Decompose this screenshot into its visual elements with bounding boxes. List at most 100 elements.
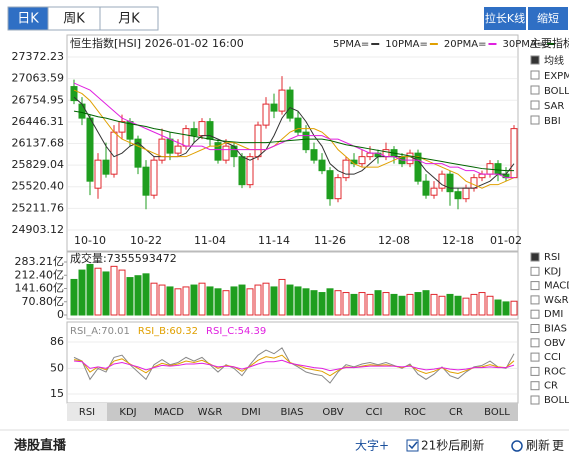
volume-bar <box>366 293 374 316</box>
refresh-button[interactable]: 刷新 <box>526 438 550 453</box>
candle-body <box>142 166 150 196</box>
checkbox[interactable] <box>530 352 540 362</box>
main-indicator[interactable]: SAR <box>544 101 564 112</box>
volume-bar <box>126 277 134 316</box>
checkbox[interactable] <box>530 115 540 125</box>
period-tab[interactable] <box>99 6 159 31</box>
y-tick-label: 212.40亿 <box>15 268 65 281</box>
checkbox[interactable] <box>530 281 540 291</box>
candle-body <box>190 128 198 137</box>
sub-indicator[interactable]: CCI <box>544 352 561 363</box>
candle-body <box>366 152 374 158</box>
checkbox[interactable] <box>530 295 540 305</box>
volume-bar <box>286 284 294 316</box>
sub-indicator[interactable]: RSI <box>544 252 560 263</box>
candle-body <box>182 128 190 147</box>
indicator-tab[interactable]: DMI <box>241 407 260 418</box>
tab-selected <box>67 403 107 421</box>
volume-bar <box>246 288 254 316</box>
volume-bar <box>94 267 102 316</box>
checkbox[interactable] <box>530 100 540 110</box>
zoom-button[interactable] <box>484 7 526 30</box>
sub-indicator[interactable]: BIAS <box>544 324 567 335</box>
y-tick-label: 141.60亿 <box>15 282 65 295</box>
sub-indicator[interactable]: BOLL <box>544 395 569 406</box>
volume-bar <box>150 282 158 316</box>
volume-bar <box>350 293 358 316</box>
main-indicator[interactable]: BOLL <box>544 86 569 97</box>
checkbox[interactable] <box>530 55 540 65</box>
auto-refresh[interactable]: 21秒后刷新 <box>421 438 484 453</box>
font-size-toggle[interactable]: 大字+ <box>355 438 389 453</box>
candle-body <box>174 145 182 154</box>
zoom-button-label[interactable]: 拉长K线 <box>485 11 525 25</box>
volume-title: 成交量:7355593472 <box>70 251 177 265</box>
x-tick-label: 11-26 <box>314 234 346 247</box>
indicator-tab[interactable]: OBV <box>322 407 343 418</box>
auto-refresh-checkbox[interactable] <box>406 439 419 452</box>
indicator-tab[interactable]: MACD <box>154 407 184 418</box>
volume-bar <box>398 295 406 316</box>
volume-bar <box>342 292 350 316</box>
sub-indicator[interactable]: ROC <box>544 366 566 377</box>
checkbox[interactable] <box>530 85 540 95</box>
volume-bar <box>462 297 470 316</box>
volume-bar <box>502 301 510 316</box>
period-tab-label[interactable]: 日K <box>17 12 39 27</box>
checkbox[interactable] <box>530 338 540 348</box>
rsi-line <box>73 354 515 377</box>
candle-body <box>198 121 206 137</box>
checkbox[interactable] <box>530 381 540 391</box>
volume-bar <box>318 292 326 316</box>
zoom-button[interactable] <box>528 7 568 30</box>
checkbox[interactable] <box>530 252 540 262</box>
zoom-button-label[interactable]: 缩短 <box>537 11 559 25</box>
y-tick-label: 50 <box>50 361 64 374</box>
checkbox[interactable] <box>530 366 540 376</box>
rsi-legend: RSI_C:54.39 <box>206 326 266 337</box>
sub-indicator[interactable]: MACD <box>544 281 569 292</box>
y-tick-label: 0 <box>57 308 64 321</box>
indicator-tab[interactable]: ROC <box>404 407 426 418</box>
indicator-tab[interactable]: CCI <box>366 407 383 418</box>
rsi-line <box>73 347 515 384</box>
sub-indicator[interactable]: KDJ <box>544 266 561 277</box>
checkbox[interactable] <box>530 266 540 276</box>
sub-indicator[interactable]: OBV <box>544 338 565 349</box>
volume-bar <box>310 290 318 316</box>
period-tab-label[interactable]: 月K <box>118 12 140 27</box>
checkbox[interactable] <box>530 309 540 319</box>
volume-bar <box>166 286 174 316</box>
candle-body <box>318 159 326 172</box>
y-tick-label: 86 <box>50 335 64 348</box>
indicator-tab[interactable]: KDJ <box>119 407 136 418</box>
y-tick-label: 25520.40 <box>12 180 65 193</box>
main-indicator[interactable]: 均线 <box>544 54 564 67</box>
candle-body <box>414 152 422 182</box>
rsi-legend: RSI_A:70.01 <box>70 326 130 337</box>
more-link[interactable]: 更 <box>552 439 564 453</box>
indicator-tab[interactable]: BOLL <box>484 407 510 418</box>
main-indicator[interactable]: BBI <box>544 116 561 127</box>
sub-indicator[interactable]: CR <box>544 381 558 392</box>
checkbox[interactable] <box>530 324 540 333</box>
candle-body <box>158 138 166 161</box>
sub-indicator[interactable]: DMI <box>544 309 563 320</box>
sub-indicator[interactable]: W&R <box>544 295 569 306</box>
y-tick-label: 15 <box>50 387 64 400</box>
candle-body <box>238 156 246 186</box>
candle-body <box>150 159 158 196</box>
volume-bar <box>78 269 86 316</box>
volume-bar <box>134 275 142 316</box>
checkbox[interactable] <box>530 70 540 80</box>
indicator-tab[interactable]: RSI <box>79 407 95 418</box>
legend-label: 30PMA= <box>502 39 545 50</box>
indicator-tab[interactable]: CR <box>449 407 463 418</box>
indicator-tab[interactable]: W&R <box>198 407 223 418</box>
volume-bar <box>510 300 518 316</box>
indicator-tab[interactable]: BIAS <box>281 407 304 418</box>
checkbox[interactable] <box>530 395 540 405</box>
period-tab-label[interactable]: 周K <box>63 12 85 27</box>
candle-body <box>462 187 470 200</box>
main-indicator[interactable]: EXPMA <box>544 71 569 82</box>
